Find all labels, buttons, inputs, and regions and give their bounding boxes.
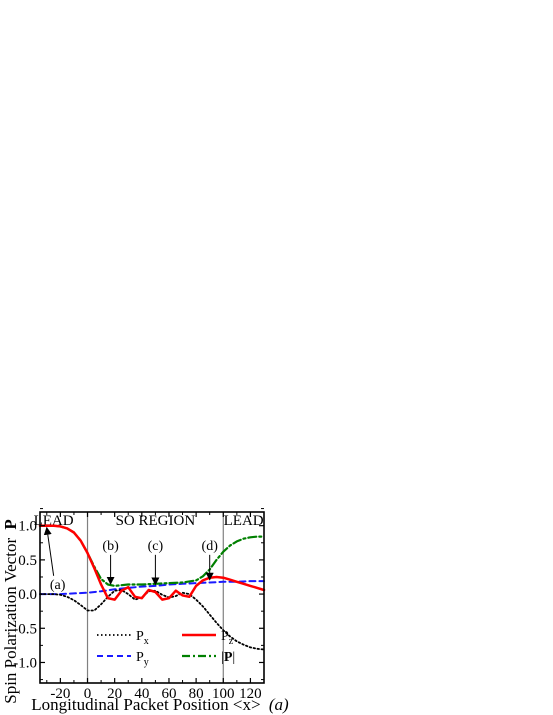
legend-px-label: Px [136, 629, 149, 647]
legend-py-label: Py [136, 650, 149, 668]
legend-pz-label: Pz [221, 629, 234, 647]
y-tick-label: 0.0 [18, 587, 37, 603]
annotation-label: (c) [148, 539, 164, 554]
series-layer [38, 524, 266, 651]
annotation-label: (d) [202, 539, 219, 554]
y-tick-label: -1.0 [13, 655, 37, 671]
tick-layer: -20 0 20 40 60 80 100 120 1.0 0.5 0.0 -0.5 -1.0 [13, 508, 265, 702]
region-label: LEAD [224, 513, 264, 529]
y-tick-label: -0.5 [13, 621, 37, 637]
annotation-layer: (a) (b) (c) (d) [43, 526, 219, 593]
y-tick-label: 1.0 [18, 519, 37, 535]
plot-frame [39, 511, 265, 684]
x-tick-label: 60 [161, 686, 176, 702]
legend-magnitude-label: |P| [221, 650, 235, 665]
series-py-line [39, 580, 265, 596]
x-tick-label: 20 [107, 686, 122, 702]
x-tick-label: 100 [212, 686, 235, 702]
x-tick-label: 120 [239, 686, 262, 702]
x-tick-label: 80 [189, 686, 204, 702]
series-magnitude-line [38, 524, 266, 588]
annotation-label: (a) [50, 578, 66, 593]
y-tick-label: 0.5 [18, 553, 37, 569]
x-tick-label: 40 [134, 686, 149, 702]
x-axis-title: Longitudinal Packet Position <x> (a) [31, 695, 289, 714]
y-axis-title: Spin Polarization Vector P [1, 519, 20, 704]
series-pz-line [38, 524, 266, 601]
x-tick-label: 0 [84, 686, 92, 702]
x-tick-label: -20 [50, 686, 70, 702]
region-label: SO REGION [116, 513, 196, 529]
legend: Px Pz Py |P| [97, 629, 235, 668]
series-px-line [39, 589, 265, 651]
annotation-arrow [43, 526, 55, 576]
annotation-label: (b) [102, 539, 119, 554]
